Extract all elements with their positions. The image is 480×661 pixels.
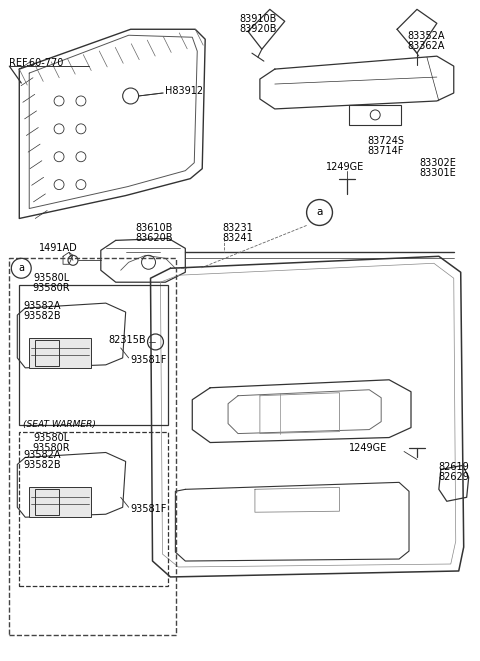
Text: 83301E: 83301E [419,168,456,178]
Text: 83241: 83241 [222,233,253,243]
Text: 93580R: 93580R [32,442,70,453]
Text: 83620B: 83620B [136,233,173,243]
Text: 82629: 82629 [439,473,470,483]
Text: 93582B: 93582B [23,461,61,471]
Text: (SEAT WARMER): (SEAT WARMER) [23,420,96,429]
Text: H83912: H83912 [166,86,204,96]
Text: 83910B: 83910B [239,15,276,24]
Text: 83362A: 83362A [407,41,444,51]
Bar [29,338,91,368]
Bar [35,489,59,515]
Text: 82619: 82619 [439,463,469,473]
Text: REF.60-770: REF.60-770 [9,58,64,68]
Text: 93580L: 93580L [33,432,69,443]
Bar [19,285,168,424]
Text: 1491AD: 1491AD [39,243,78,253]
Text: a: a [316,208,323,217]
Text: 93581F: 93581F [131,355,167,365]
Bar [9,258,176,635]
Text: 93580L: 93580L [33,273,69,283]
Text: 83714F: 83714F [367,146,404,156]
Text: a: a [18,263,24,273]
Text: 93581F: 93581F [131,504,167,514]
Text: 93580R: 93580R [32,283,70,293]
Text: 83231: 83231 [222,223,253,233]
Text: 93582B: 93582B [23,311,61,321]
Text: 83352A: 83352A [407,31,444,41]
Text: 83724S: 83724S [367,136,404,146]
Text: 1249GE: 1249GE [325,162,364,172]
Bar [349,105,401,125]
Text: 93582A: 93582A [23,451,61,461]
Text: 93582A: 93582A [23,301,61,311]
Bar [19,432,168,586]
Text: 83920B: 83920B [239,24,276,34]
Bar [29,487,91,517]
Text: 82315B: 82315B [109,335,146,345]
Bar [35,340,59,366]
Text: 83610B: 83610B [136,223,173,233]
Text: 1249GE: 1249GE [349,442,387,453]
Text: 83302E: 83302E [419,158,456,168]
